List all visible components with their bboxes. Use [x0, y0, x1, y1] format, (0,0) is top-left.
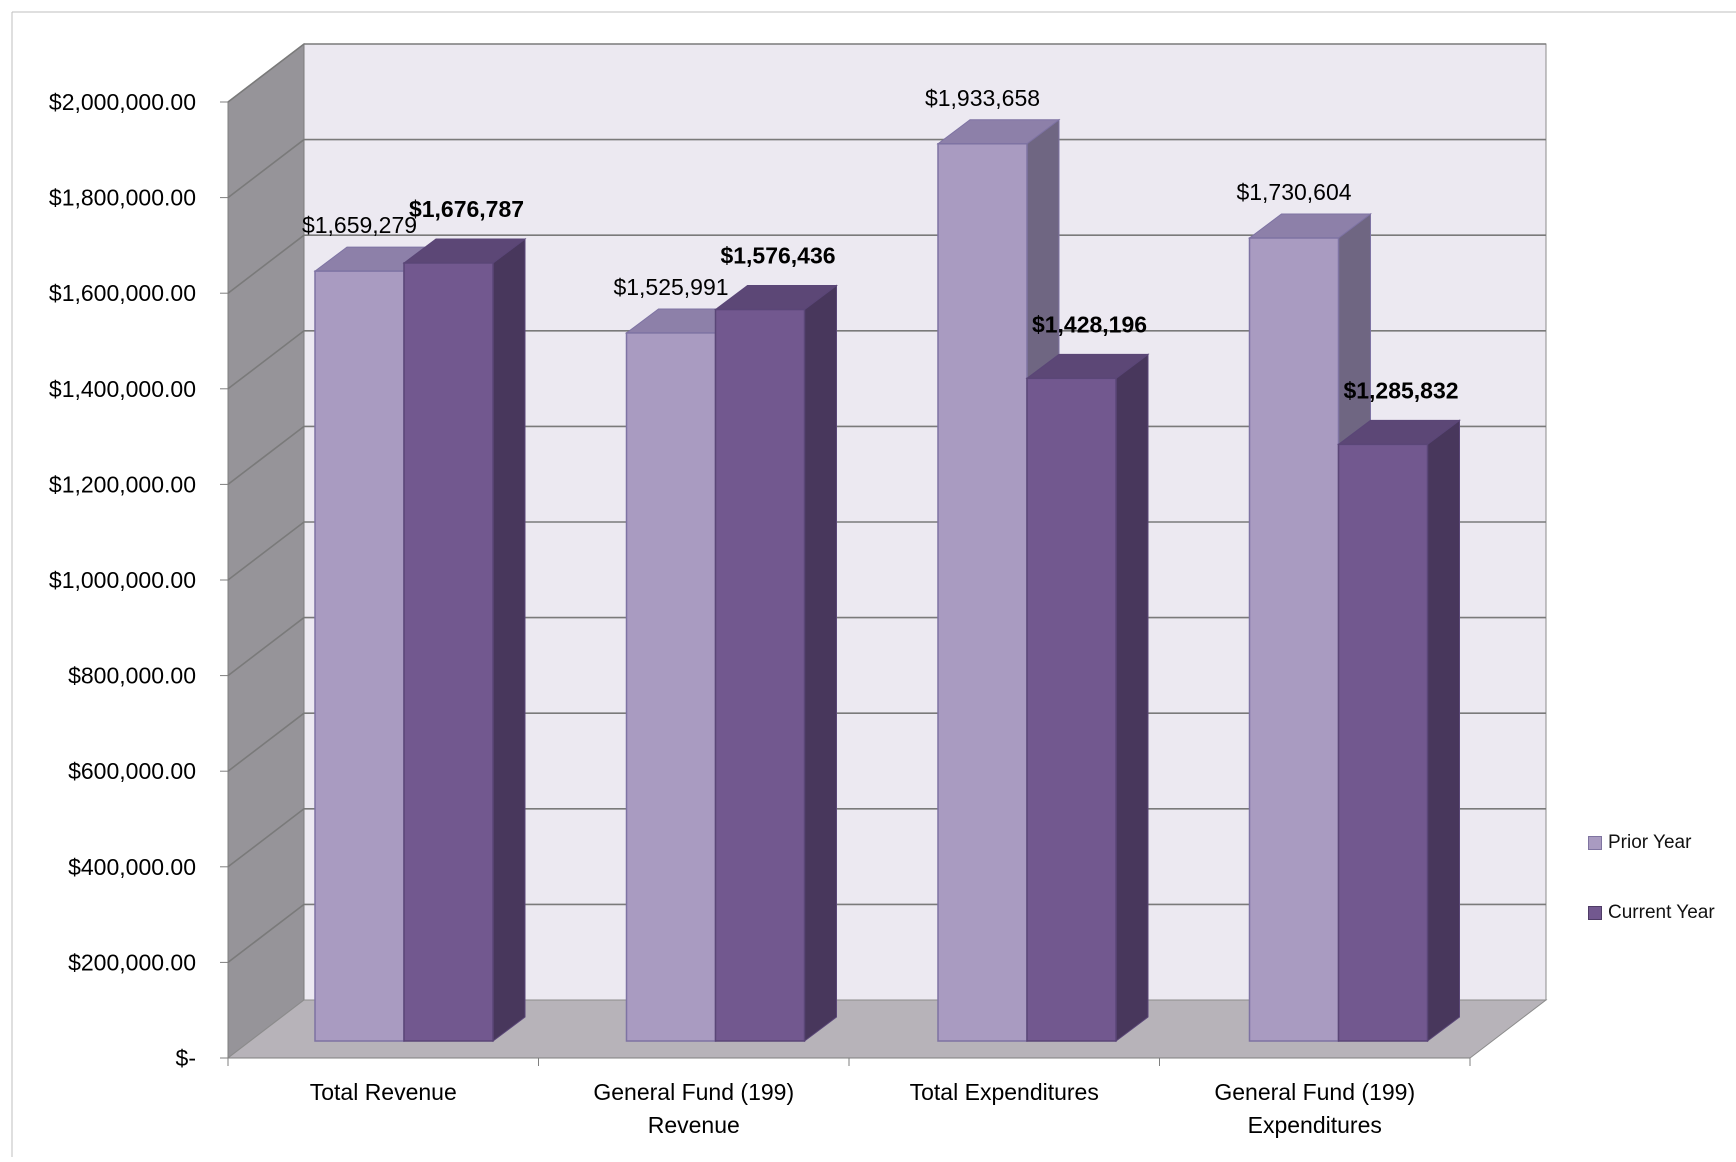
x-tick-label: General Fund (199) — [1214, 1079, 1415, 1105]
gridline — [227, 43, 1546, 103]
bar — [937, 143, 1028, 1042]
legend-swatch-prior-year — [1588, 836, 1602, 850]
data-label: $1,525,991 — [613, 274, 728, 300]
bar-side — [1115, 353, 1149, 1042]
y-axis: $- $200,000.00 $400,000.00 $600,000.00 $800,… — [49, 89, 229, 1071]
y-tick-label: $1,800,000.00 — [49, 185, 196, 211]
y-tick-label: $1,400,000.00 — [49, 376, 196, 402]
y-tick-label: $400,000.00 — [68, 854, 196, 880]
y-tick-label: $1,200,000.00 — [49, 471, 196, 497]
bar-side — [492, 237, 526, 1042]
y-tick-label: $800,000.00 — [68, 663, 196, 689]
x-tick-label: Revenue — [648, 1112, 740, 1138]
x-tick-label: Total Revenue — [310, 1079, 457, 1105]
y-tick-label: $1,000,000.00 — [49, 567, 196, 593]
data-label: $1,730,604 — [1236, 179, 1351, 205]
data-label: $1,576,436 — [720, 243, 835, 269]
data-label: $1,676,787 — [409, 196, 524, 222]
x-tick-label: Expenditures — [1248, 1112, 1382, 1138]
legend-label-prior-year: Prior Year — [1608, 832, 1692, 853]
gridline — [227, 234, 1546, 294]
gridline — [227, 138, 1546, 199]
bar — [714, 308, 806, 1042]
x-tick-label: General Fund (199) — [593, 1079, 794, 1105]
data-label: $1,285,832 — [1343, 377, 1458, 403]
y-tick-label: $200,000.00 — [68, 949, 196, 975]
x-tick-label: Total Expenditures — [910, 1079, 1099, 1105]
y-tick-label: $600,000.00 — [68, 758, 196, 784]
x-axis: Total Revenue General Fund (199) Revenue To… — [227, 1057, 1471, 1138]
y-tick-label: $2,000,000.00 — [49, 89, 196, 115]
bar-side — [804, 284, 837, 1042]
bar — [625, 332, 717, 1042]
data-labels: $1,659,279$1,676,787 $1,525,991 $1,576,436… — [302, 85, 1459, 404]
bar — [403, 262, 494, 1042]
bar-side — [1427, 419, 1460, 1042]
bars — [313, 118, 1461, 1042]
y-tick-label: $- — [176, 1045, 196, 1071]
bar — [1248, 237, 1340, 1042]
data-label: $1,428,196 — [1032, 311, 1147, 337]
bar — [1337, 443, 1429, 1042]
bar — [1026, 377, 1117, 1042]
legend-label-current-year: Current Year — [1608, 902, 1715, 923]
legend-item-prior-year: Prior Year — [1588, 832, 1691, 854]
legend-item-current-year: Current Year — [1588, 902, 1715, 924]
y-tick-label: $1,600,000.00 — [49, 280, 196, 306]
legend-swatch-current-year — [1588, 906, 1602, 920]
data-label: $1,659,279 — [302, 212, 417, 238]
bar — [314, 270, 405, 1042]
chart-walls — [11, 11, 1736, 1157]
gridline — [227, 329, 1546, 390]
data-label: $1,933,658 — [925, 85, 1040, 111]
